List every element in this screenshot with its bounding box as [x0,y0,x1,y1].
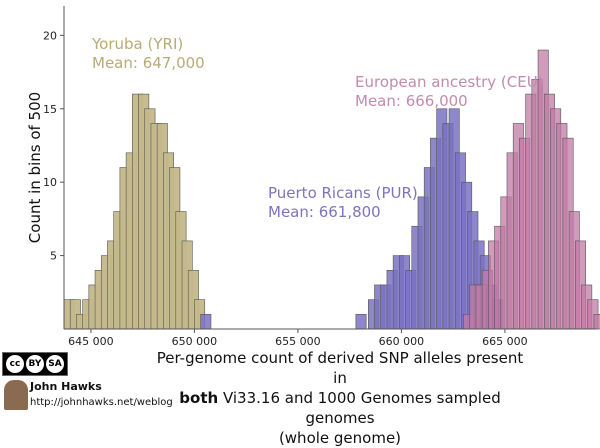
x-axis-label-bold-word: both [179,389,219,407]
x-axis-label-line3: (whole genome) [278,429,402,447]
x-tick-label: 660 000 [379,335,425,348]
y-tick-label: 20 [43,29,57,42]
x-axis-label-line2: both Vi33.16 and 1000 Genomes sampled ge… [150,388,530,428]
x-axis-label-line1: Per-genome count of derived SNP alleles … [156,349,524,387]
series-yri-name: Yoruba (YRI) [91,35,183,53]
x-tick-label: 650 000 [172,335,218,348]
histogram-chart: 645 000 650 000 655 000 660 000 665 000 5 10 15… [26,6,600,348]
series-pur-name: Puerto Ricans (PUR) [268,184,418,202]
y-tick-label: 5 [50,250,57,263]
y-tick-label: 15 [43,103,57,116]
bar-series-2-bin-21 [593,314,600,330]
bar-series-1-bin-0 [200,314,212,330]
y-tick-label: 10 [43,176,57,189]
x-axis-label-line2-rest: Vi33.16 and 1000 Genomes sampled genomes [218,389,501,427]
x-axis-label: Per-genome count of derived SNP alleles … [150,348,530,448]
x-tick-label: 655 000 [275,335,321,348]
ticks-layer: 645 000 650 000 655 000 660 000 665 000 5 10 15… [43,29,528,348]
series-pur-mean: Mean: 661,800 [268,203,381,221]
series-ceu-mean: Mean: 666,000 [355,92,468,110]
credit-block: cc BY SA John Hawks http://johnhawks.net… [0,348,173,415]
series-yri-mean: Mean: 647,000 [92,54,205,72]
y-axis-label: Count in bins of 500 [26,92,44,243]
x-tick-label: 665 000 [482,335,528,348]
bar-series-1-bin-1 [355,314,367,330]
cc-license-badge[interactable]: cc BY SA [2,352,68,376]
x-tick-label: 645 000 [68,335,114,348]
by-icon: BY [26,355,44,373]
author-url-link[interactable]: http://johnhawks.net/weblog [30,397,173,408]
avatar [4,380,28,410]
bars-layer [63,49,600,330]
cc-icon: cc [6,355,24,373]
series-ceu-name: European ancestry (CEU) [355,73,544,91]
sa-icon: SA [46,355,64,373]
author-name: John Hawks [30,380,102,393]
